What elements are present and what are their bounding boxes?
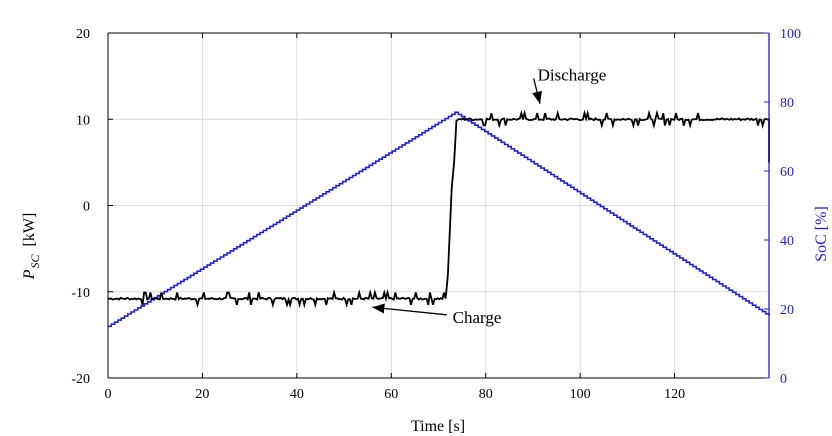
- x-tick-label: 40: [290, 387, 304, 402]
- x-tick-label: 60: [384, 387, 398, 402]
- x-axis-label: Time [s]: [411, 418, 465, 435]
- left-axis-label-sub: SC: [28, 254, 42, 269]
- axes: [107, 32, 770, 379]
- y-right-tick-label: 20: [780, 303, 794, 318]
- annotation-arrow-head: [372, 303, 385, 314]
- right-axis-label: SoC [%]: [813, 206, 830, 262]
- left-axis-label-main: P: [21, 269, 38, 280]
- series-layer: [107, 109, 770, 328]
- annotation-discharge: Discharge: [538, 65, 607, 84]
- annotations: Discharge Charge: [372, 65, 607, 327]
- x-tick-label: 0: [105, 387, 112, 402]
- y-right-tick-label: 80: [780, 96, 794, 111]
- y-right-tick-label: 0: [780, 372, 787, 387]
- y-left-tick-label: 20: [76, 27, 90, 42]
- y-left-tick-label: 10: [76, 113, 90, 128]
- y-left-tick-label: 0: [83, 200, 90, 215]
- annotation-arrow-line: [372, 306, 447, 316]
- x-tick-label: 100: [570, 387, 591, 402]
- y-right-tick-label: 100: [780, 27, 801, 42]
- power-line: [107, 109, 770, 309]
- y-right-tick-label: 40: [780, 234, 794, 249]
- x-tick-label: 120: [664, 387, 685, 402]
- grid: [108, 33, 769, 378]
- soc-line: [108, 111, 770, 328]
- y-right-tick-label: 60: [780, 165, 794, 180]
- x-tick-label: 80: [479, 387, 493, 402]
- left-axis-label: PSC [kW]: [21, 213, 42, 281]
- left-axis-label-unit: [kW]: [21, 213, 38, 247]
- svg-text:PSC[kW]: PSC [kW]: [21, 213, 42, 281]
- y-left-tick-label: -20: [71, 372, 90, 387]
- tick-labels: 0 20 40 60 80 100 120 -20 -10 0 10 20 0 20 40 60 80 100: [71, 27, 801, 402]
- x-tick-label: 20: [195, 387, 209, 402]
- y-left-tick-label: -10: [71, 286, 90, 301]
- annotation-arrow-head: [532, 90, 542, 104]
- annotation-charge: Charge: [453, 308, 502, 327]
